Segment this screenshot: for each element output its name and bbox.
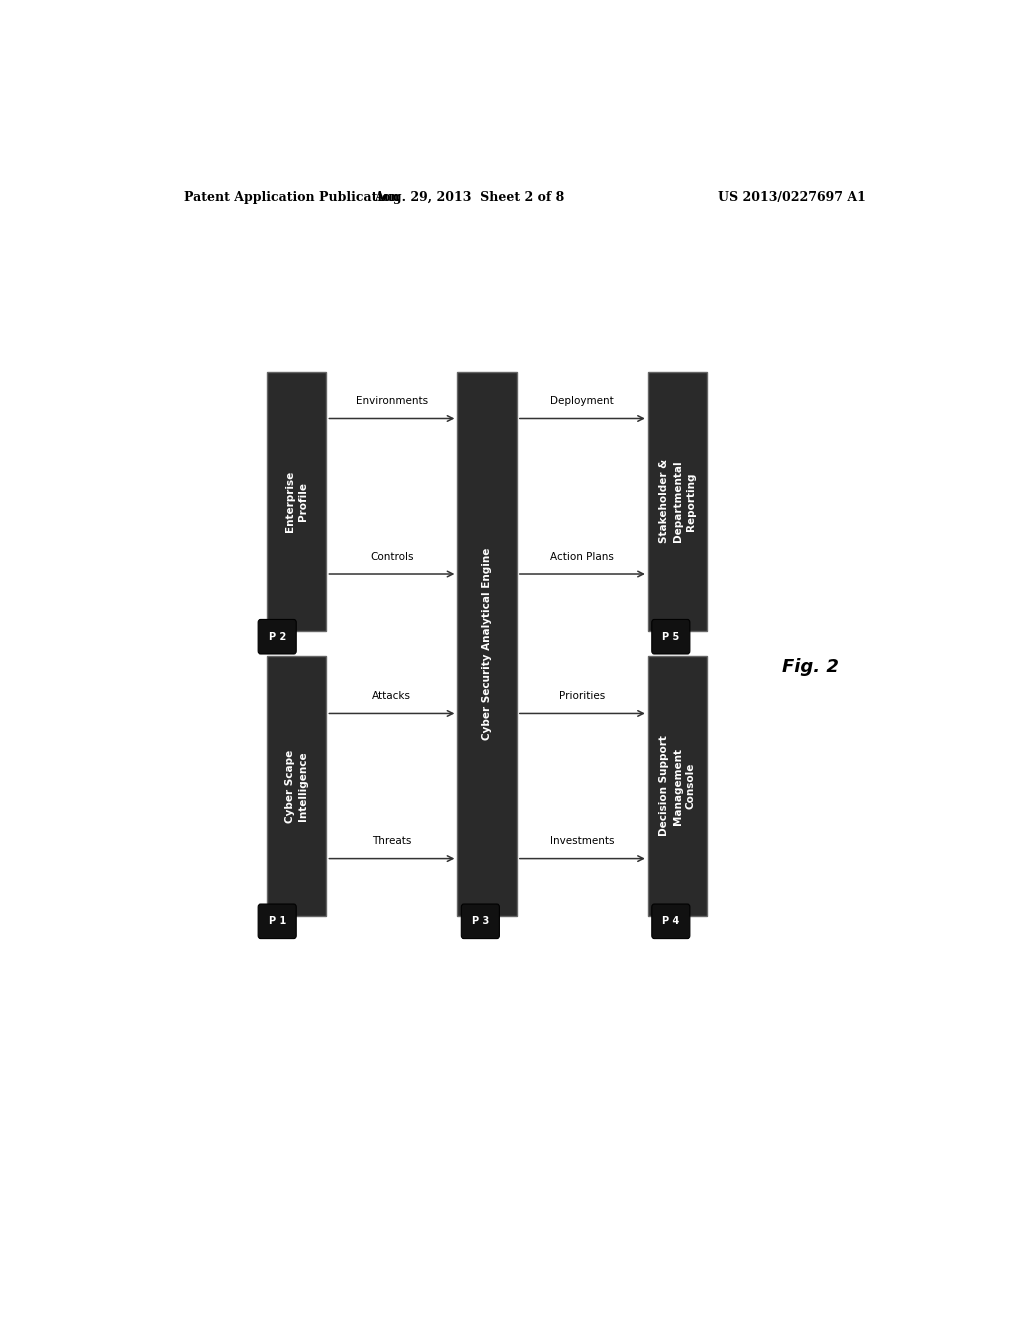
Text: US 2013/0227697 A1: US 2013/0227697 A1 <box>718 190 866 203</box>
Text: P 4: P 4 <box>663 916 680 927</box>
Text: Investments: Investments <box>550 837 614 846</box>
FancyBboxPatch shape <box>648 656 708 916</box>
Text: P 2: P 2 <box>268 632 286 642</box>
FancyBboxPatch shape <box>652 904 690 939</box>
Text: Attacks: Attacks <box>373 692 412 701</box>
Text: P 1: P 1 <box>268 916 286 927</box>
Text: Threats: Threats <box>372 837 412 846</box>
FancyBboxPatch shape <box>267 656 327 916</box>
FancyBboxPatch shape <box>258 904 296 939</box>
Text: Cyber Security Analytical Engine: Cyber Security Analytical Engine <box>482 548 493 741</box>
Text: Deployment: Deployment <box>551 396 614 407</box>
Text: P 5: P 5 <box>663 632 680 642</box>
FancyBboxPatch shape <box>458 372 517 916</box>
Text: Priorities: Priorities <box>559 692 605 701</box>
FancyBboxPatch shape <box>648 372 708 631</box>
Text: Aug. 29, 2013  Sheet 2 of 8: Aug. 29, 2013 Sheet 2 of 8 <box>374 190 564 203</box>
Text: Stakeholder &
Departmental
Reporting: Stakeholder & Departmental Reporting <box>659 459 695 544</box>
Text: Environments: Environments <box>355 396 428 407</box>
Text: Fig. 2: Fig. 2 <box>782 657 839 676</box>
Text: Decision Support
Management
Console: Decision Support Management Console <box>659 735 695 837</box>
Text: P 3: P 3 <box>472 916 489 927</box>
Text: Patent Application Publication: Patent Application Publication <box>183 190 399 203</box>
FancyBboxPatch shape <box>258 619 296 653</box>
Text: Controls: Controls <box>370 552 414 562</box>
Text: Action Plans: Action Plans <box>550 552 614 562</box>
FancyBboxPatch shape <box>652 619 690 653</box>
Text: Cyber Scape
Intelligence: Cyber Scape Intelligence <box>285 750 308 822</box>
FancyBboxPatch shape <box>461 904 500 939</box>
FancyBboxPatch shape <box>267 372 327 631</box>
Text: Enterprise
Profile: Enterprise Profile <box>285 471 308 532</box>
